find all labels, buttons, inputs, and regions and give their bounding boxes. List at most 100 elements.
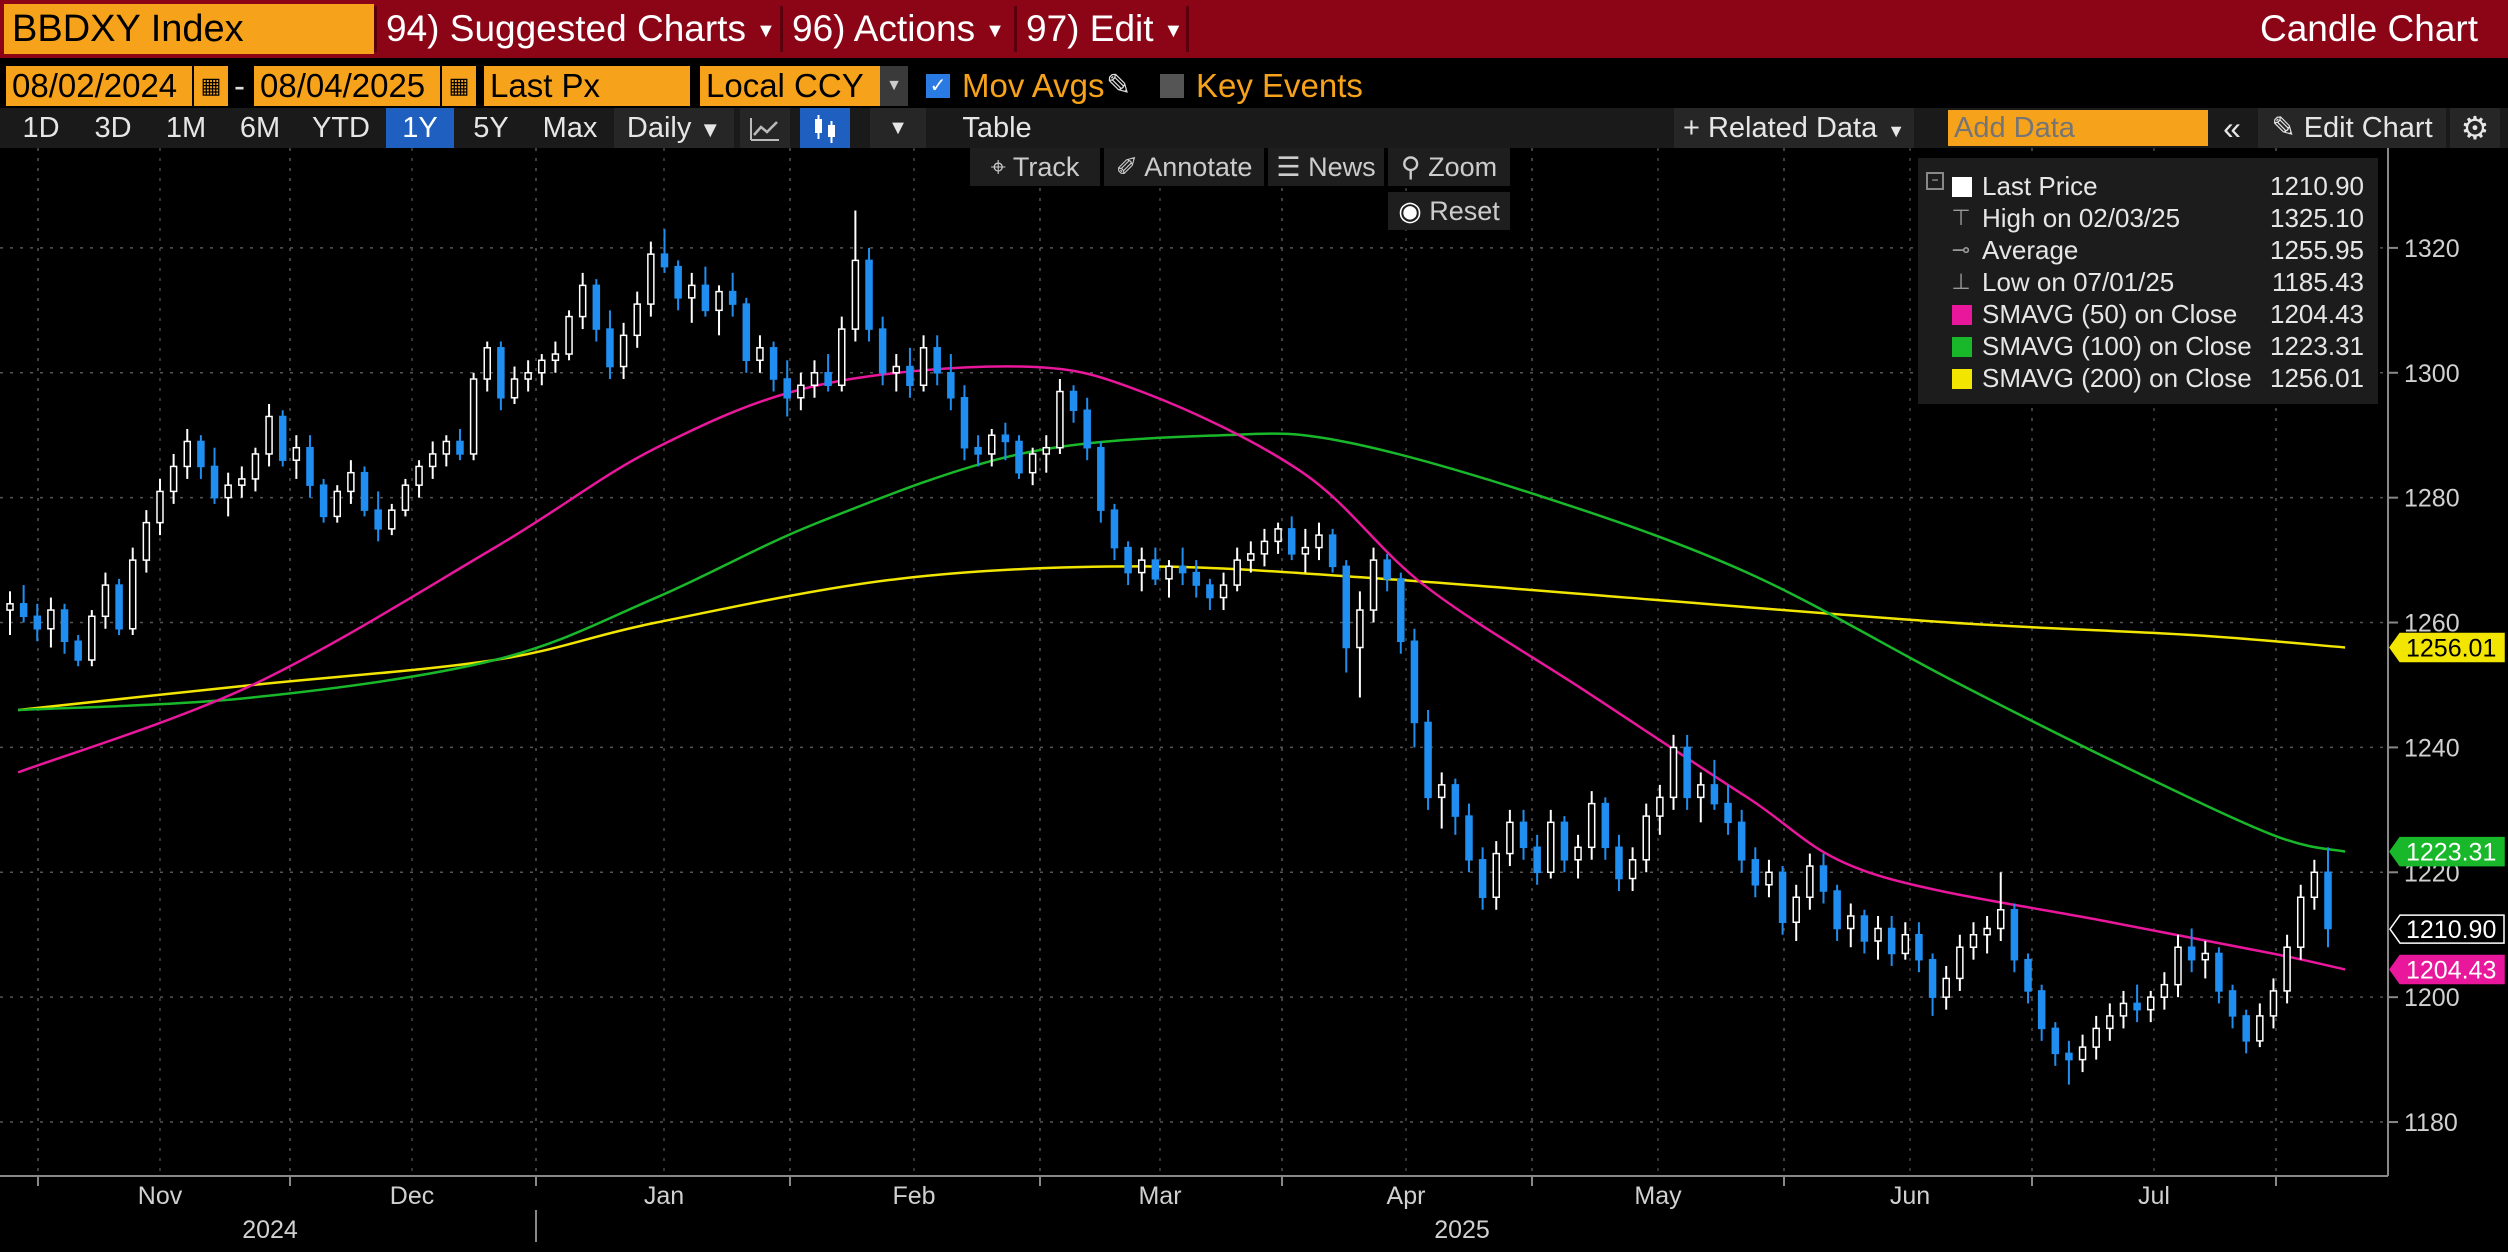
edit-chart-button[interactable]: ✎ Edit Chart: [2258, 108, 2446, 148]
legend-key: High on 02/03/25: [1982, 203, 2181, 233]
candle-body: [1247, 553, 1255, 561]
candle: [1137, 547, 1146, 592]
caret-down-icon[interactable]: ▼: [870, 108, 926, 148]
candle-chart-icon[interactable]: [800, 108, 850, 148]
candle-body: [892, 365, 901, 374]
suggested-charts-menu[interactable]: 94) Suggested Charts ▼: [386, 0, 776, 58]
candle-body: [565, 315, 573, 355]
collapse-legend-icon[interactable]: −: [1926, 172, 1944, 190]
candle-body: [238, 478, 246, 486]
frequency-select[interactable]: Daily ▼: [614, 108, 734, 148]
candle: [1083, 397, 1091, 461]
caret-down-icon[interactable]: ▼: [880, 66, 908, 106]
candle-body: [1560, 821, 1569, 861]
legend-value: 1325.10: [2270, 203, 2364, 233]
candle-body: [2324, 871, 2332, 930]
candle-body: [1001, 434, 1010, 443]
zoom-button[interactable]: ⚲ Zoom: [1388, 148, 1510, 186]
candle-body: [115, 584, 123, 630]
candle: [2187, 928, 2196, 973]
related-data-button[interactable]: + Related Data ▼: [1674, 108, 1914, 148]
calendar-icon[interactable]: ▦: [194, 66, 228, 106]
table-button[interactable]: Table: [962, 112, 1032, 144]
collapse-icon[interactable]: «: [2223, 110, 2241, 146]
candle-body: [524, 372, 532, 380]
annotate-button[interactable]: ✐ Annotate: [1104, 148, 1264, 186]
candle-body: [1492, 852, 1500, 899]
candle-body: [47, 609, 55, 630]
candle-body: [197, 440, 205, 468]
candle: [906, 347, 914, 398]
period-6m[interactable]: 6M: [239, 112, 281, 144]
candle: [2310, 859, 2319, 910]
start-date-input[interactable]: 08/02/2024: [6, 66, 192, 106]
period-1m[interactable]: 1M: [165, 112, 207, 144]
mov-avgs-checkbox[interactable]: ✓: [926, 74, 950, 98]
candle-body: [142, 521, 151, 561]
line-chart-icon[interactable]: [740, 108, 790, 148]
pencil-icon: ✎: [2271, 112, 2296, 144]
candle-body: [1628, 859, 1637, 880]
menu-label: Edit: [1089, 8, 1154, 49]
candle: [401, 478, 410, 517]
candle: [33, 603, 42, 642]
x-month-label: Jul: [2138, 1182, 2170, 1210]
candle: [1233, 547, 1241, 592]
candle: [1028, 447, 1037, 486]
candle-body: [347, 471, 355, 493]
candle-body: [1356, 609, 1364, 649]
calendar-icon[interactable]: ▦: [442, 66, 476, 106]
period-1d[interactable]: 1D: [22, 112, 60, 144]
legend-key: SMAVG (100) on Close: [1982, 331, 2252, 361]
track-button[interactable]: ⌖ Track: [970, 148, 1100, 186]
candle-body: [1397, 578, 1405, 643]
candle-body: [551, 353, 560, 362]
sma100-line: [18, 432, 2346, 853]
x-month-label: Mar: [1138, 1182, 1181, 1210]
candle-body: [1274, 528, 1282, 543]
candle: [210, 447, 219, 504]
candle-body: [606, 328, 614, 368]
field-select[interactable]: Last Px: [484, 66, 690, 106]
candle-body: [674, 265, 682, 299]
key-events-checkbox[interactable]: [1160, 74, 1184, 98]
candle-body: [851, 259, 860, 330]
candle: [1847, 903, 1855, 948]
candle-body: [497, 347, 505, 399]
candle: [1356, 591, 1364, 698]
end-date-input[interactable]: 08/04/2025: [254, 66, 440, 106]
candle-body: [1097, 446, 1105, 511]
currency-select[interactable]: Local CCY: [700, 66, 880, 106]
candle-body: [1601, 802, 1610, 849]
period-max[interactable]: Max: [542, 112, 598, 144]
candle-body: [1642, 815, 1650, 861]
candle: [1274, 522, 1282, 554]
candle: [1069, 385, 1078, 423]
track-label: Track: [1012, 152, 1080, 182]
top-bar: [0, 0, 2508, 58]
candle-body: [1819, 865, 1828, 892]
period-ytd[interactable]: YTD: [312, 112, 370, 144]
period-3d[interactable]: 3D: [94, 112, 132, 144]
pencil-icon[interactable]: ✎: [1106, 69, 1132, 102]
candle-body: [1928, 958, 1937, 998]
ticker-input[interactable]: BBDXY Index: [4, 4, 374, 54]
period-1y[interactable]: 1Y: [386, 108, 454, 148]
actions-menu[interactable]: 96) Actions ▼: [792, 0, 1005, 58]
divider: [374, 6, 377, 52]
candle: [1151, 547, 1160, 586]
add-data-input[interactable]: [1948, 110, 2208, 146]
reset-button[interactable]: ◉ Reset: [1388, 192, 1510, 230]
candle: [660, 229, 669, 273]
edit-menu[interactable]: 97) Edit ▼: [1026, 0, 1183, 58]
candle-body: [1833, 890, 1841, 930]
candle: [783, 360, 791, 417]
candle: [1492, 841, 1500, 910]
period-5y[interactable]: 5Y: [473, 112, 509, 144]
candle: [1328, 528, 1337, 573]
gear-icon[interactable]: ⚙: [2450, 108, 2500, 148]
legend-value: 1256.01: [2270, 363, 2364, 393]
candle-body: [1751, 859, 1760, 886]
news-button[interactable]: ☰ News: [1268, 148, 1384, 186]
candle: [1478, 847, 1487, 910]
